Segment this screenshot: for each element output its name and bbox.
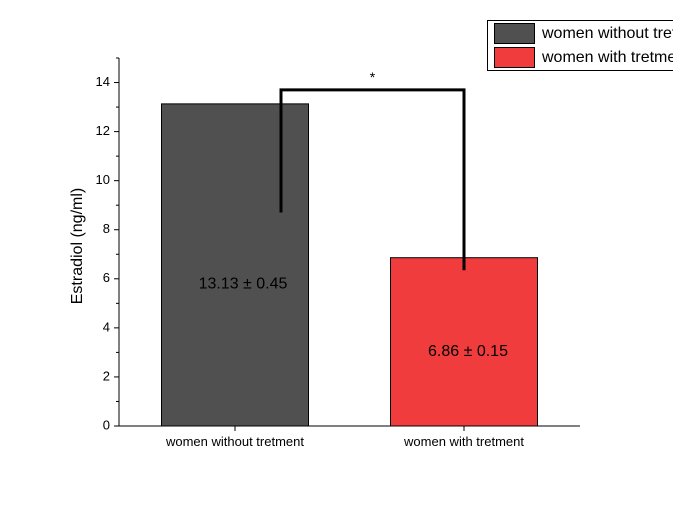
axes-layer: 0 2 4 6 8 10 12 14 women without tretment women w… bbox=[69, 57, 580, 449]
y-tick-label: 6 bbox=[103, 270, 110, 285]
y-tick-label: 14 bbox=[96, 74, 110, 89]
y-tick-label: 8 bbox=[103, 221, 110, 236]
bar-2 bbox=[390, 257, 538, 427]
x-tick-label-2: women with tretment bbox=[403, 434, 524, 449]
y-tick-label: 12 bbox=[96, 123, 110, 138]
legend-swatch-without bbox=[494, 23, 535, 44]
legend-label-with: women with tretment bbox=[542, 48, 673, 66]
significance-bracket bbox=[279, 88, 466, 271]
y-tick-label: 0 bbox=[103, 417, 110, 432]
data-label-2: 6.86 ± 0.15 bbox=[428, 343, 508, 360]
y-tick-label: 4 bbox=[103, 319, 110, 334]
legend: women without tretment women with tretme… bbox=[487, 20, 673, 71]
legend-swatch-with bbox=[494, 47, 535, 68]
significance-marker: * bbox=[370, 69, 376, 85]
bar-1 bbox=[161, 103, 309, 427]
data-label-1: 13.13 ± 0.45 bbox=[199, 275, 288, 292]
legend-item-without: women without tretment bbox=[494, 22, 673, 45]
x-tick-label-1: women without tretment bbox=[165, 434, 304, 449]
legend-item-with: women with tretment bbox=[494, 46, 673, 69]
legend-label-without: women without tretment bbox=[542, 24, 673, 42]
annotation-layer: * bbox=[279, 69, 466, 271]
y-tick-label: 2 bbox=[103, 368, 110, 383]
y-tick-label: 10 bbox=[96, 172, 110, 187]
bars-layer bbox=[161, 103, 538, 427]
data-labels-layer: 13.13 ± 0.45 6.86 ± 0.15 bbox=[199, 275, 509, 360]
y-axis-title: Estradiol (ng/ml) bbox=[69, 188, 86, 304]
